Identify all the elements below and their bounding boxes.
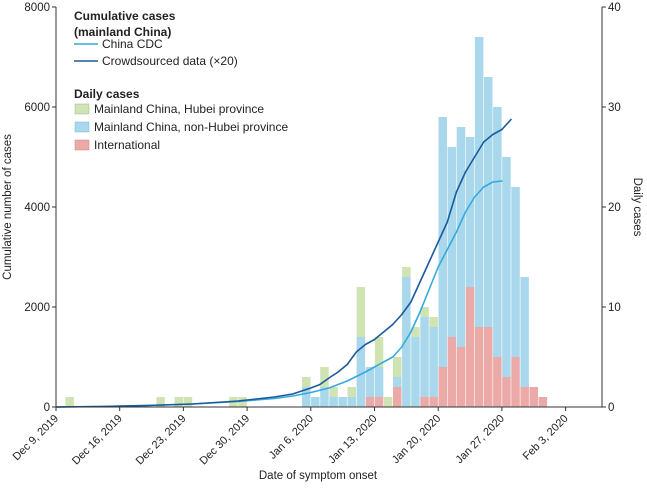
legend-hubei-swatch (74, 103, 90, 115)
bar-nonhubei-day-30 (329, 397, 338, 407)
x-tick-label-56: Feb 3, 2020 (521, 413, 571, 463)
bar-intl-day-42 (438, 367, 447, 407)
x-tick-label-49: Jan 27, 2020 (454, 413, 507, 466)
bar-nonhubei-day-38 (402, 277, 411, 407)
bar-hubei-day-39 (411, 327, 420, 337)
x-tick-label-42: Jan 20, 2020 (390, 413, 443, 466)
bar-nonhubei-day-40 (420, 317, 429, 397)
bar-nonhubei-day-27 (302, 387, 311, 407)
bar-intl-day-49 (502, 377, 511, 407)
bar-intl-day-35 (374, 397, 384, 407)
bar-intl-day-43 (447, 337, 457, 407)
bar-hubei-day-38 (402, 267, 411, 277)
bar-intl-day-40 (420, 397, 429, 407)
legend-crowd-label: Crowdsourced data (×20) (102, 54, 238, 68)
bar-nonhubei-day-37 (393, 377, 402, 387)
bar-nonhubei-day-48 (493, 107, 502, 357)
bar-nonhubei-day-34 (365, 367, 375, 397)
legend-cumulative-header-line2: (mainland China) (74, 25, 171, 39)
bar-nonhubei-day-35 (374, 367, 384, 397)
y2-axis-label: Daily cases (631, 178, 643, 237)
bar-hubei-day-27 (302, 377, 311, 387)
bar-hubei-day-33 (356, 287, 366, 337)
bar-hubei-day-1 (65, 397, 74, 407)
legend: Cumulative cases (mainland China) China … (74, 9, 288, 152)
bar-intl-day-47 (484, 327, 493, 407)
bar-hubei-day-29 (320, 367, 329, 387)
bar-nonhubei-day-51 (520, 277, 529, 387)
bar-intl-day-46 (474, 327, 484, 407)
bar-nonhubei-day-49 (502, 157, 511, 377)
x-tick-label-35: Jan 13, 2020 (326, 413, 379, 466)
legend-cdc-label: China CDC (102, 37, 163, 51)
x-axis-label: Date of symptom onset (259, 470, 378, 482)
x-tick-label-14: Dec 23, 2019 (134, 413, 189, 468)
bar-nonhubei-day-33 (356, 337, 366, 407)
daily-bars (65, 37, 548, 407)
y-axis-label: Cumulative number of cases (2, 134, 14, 280)
bar-intl-day-52 (529, 387, 538, 407)
y2-tick-label-30: 30 (608, 102, 621, 114)
bar-nonhubei-day-46 (474, 37, 484, 327)
bar-intl-day-44 (456, 347, 466, 407)
bar-hubei-day-37 (393, 357, 402, 377)
cumulative-lines (55, 118, 512, 408)
bar-hubei-day-32 (347, 387, 356, 397)
bar-nonhubei-day-50 (511, 187, 520, 357)
y-tick-label-0: 0 (44, 402, 50, 414)
y-tick-label-6000: 6000 (24, 102, 50, 114)
y2-tick-label-0: 0 (608, 402, 614, 414)
bar-intl-day-37 (393, 387, 402, 407)
bar-intl-day-41 (429, 397, 438, 407)
y2-tick-label-10: 10 (608, 302, 621, 314)
bar-nonhubei-day-32 (347, 397, 356, 407)
y2-tick-label-20: 20 (608, 202, 621, 214)
y-tick-label-8000: 8000 (24, 2, 50, 14)
bar-hubei-day-35 (374, 337, 384, 367)
bar-hubei-day-20 (238, 397, 247, 407)
y-tick-label-2000: 2000 (24, 302, 50, 314)
bar-intl-day-51 (520, 387, 529, 407)
y-tick-label-4000: 4000 (24, 202, 50, 214)
legend-nonhubei-label: Mainland China, non-Hubei province (94, 120, 288, 134)
bar-nonhubei-day-28 (311, 397, 320, 407)
y2-tick-label-40: 40 (608, 2, 621, 14)
bar-hubei-day-41 (429, 317, 438, 327)
legend-intl-swatch (74, 139, 90, 151)
bar-nonhubei-day-44 (456, 127, 466, 347)
bar-hubei-day-13 (174, 397, 184, 407)
legend-cumulative-header: Cumulative cases (mainland China) (74, 9, 179, 39)
bar-intl-day-50 (511, 357, 520, 407)
bar-nonhubei-day-42 (438, 117, 447, 367)
bar-intl-day-48 (493, 357, 502, 407)
bar-nonhubei-day-41 (429, 327, 438, 397)
bar-nonhubei-day-29 (320, 387, 329, 407)
line-crowd (55, 118, 512, 408)
x-tick-label-7: Dec 16, 2019 (70, 413, 125, 468)
legend-cumulative-header-line1: Cumulative cases (74, 9, 176, 23)
bar-nonhubei-day-31 (338, 397, 347, 407)
bar-hubei-day-30 (329, 387, 338, 397)
bar-hubei-day-36 (383, 397, 393, 407)
legend-daily-header: Daily cases (74, 87, 140, 101)
x-tick-label-0: Dec 9, 2019 (11, 413, 61, 463)
bar-hubei-day-40 (420, 307, 429, 317)
legend-hubei-label: Mainland China, Hubei province (94, 102, 264, 116)
bar-intl-day-53 (538, 397, 548, 407)
bar-hubei-day-11 (156, 397, 165, 407)
bar-hubei-day-14 (183, 397, 193, 407)
x-tick-label-28: Jan 6, 2020 (267, 413, 316, 462)
x-tick-label-21: Dec 30, 2019 (197, 413, 252, 468)
legend-intl-label: International (94, 138, 160, 152)
bar-nonhubei-day-47 (484, 77, 493, 327)
bar-nonhubei-day-45 (465, 137, 475, 287)
bar-intl-day-45 (465, 287, 475, 407)
legend-nonhubei-swatch (74, 121, 90, 133)
bar-nonhubei-day-39 (411, 337, 420, 407)
bar-intl-day-34 (365, 397, 375, 407)
